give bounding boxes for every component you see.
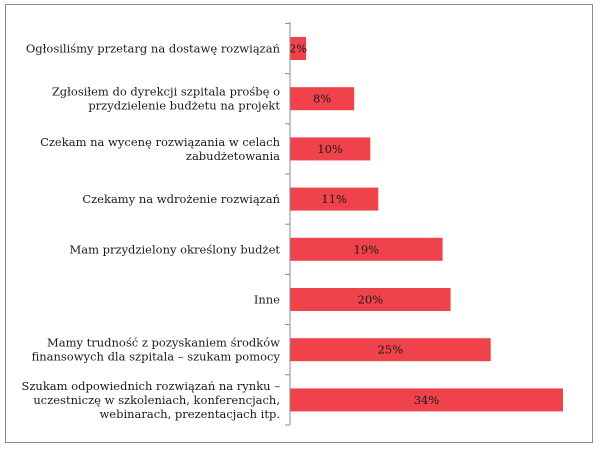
category-label-line: Mamy trudność z pozyskaniem środków — [47, 336, 280, 350]
bar — [290, 87, 355, 111]
data-label: 10% — [317, 142, 343, 156]
bar — [290, 187, 379, 211]
category-label: Inne — [254, 293, 280, 307]
bar — [290, 388, 563, 412]
data-label: 2% — [289, 42, 307, 56]
category-label-line: uczestniczę w szkoleniach, konferencjach… — [33, 393, 280, 407]
data-label: 25% — [378, 343, 404, 357]
bar — [290, 237, 443, 261]
data-label: 20% — [358, 293, 384, 307]
bar — [290, 288, 451, 311]
category-label-line: Inne — [254, 293, 280, 307]
data-label: 34% — [414, 393, 440, 407]
chart-frame — [5, 4, 593, 443]
category-label-line: Mam przydzielony określony budżet — [69, 242, 280, 256]
category-label-line: finansowych dla szpitala – szukam pomocy — [32, 350, 281, 364]
data-label: 11% — [321, 192, 347, 206]
bar — [290, 137, 371, 161]
bar — [290, 338, 491, 362]
category-label: Szukam odpowiednich rozwiązań na rynku –… — [21, 379, 280, 421]
category-label-line: Szukam odpowiednich rozwiązań na rynku – — [21, 379, 280, 393]
category-label-line: Ogłosiliśmy przetarg na dostawę rozwiąza… — [26, 42, 281, 56]
category-label-line: webinarach, prezentacjach itp. — [99, 407, 280, 421]
category-label-line: Czekamy na wdrożenie rozwiązań — [82, 192, 280, 206]
data-label: 19% — [354, 242, 380, 256]
category-label-line: Czekam na wycenę rozwiązania w celach — [40, 135, 281, 149]
category-label: Mam przydzielony określony budżet — [69, 242, 280, 256]
bar — [290, 37, 307, 60]
category-label: Ogłosiliśmy przetarg na dostawę rozwiąza… — [26, 42, 281, 56]
category-label: Czekam na wycenę rozwiązania w celach zab… — [40, 135, 281, 163]
category-label-line: Zgłosiłem do dyrekcji szpitala prośbę o — [52, 85, 280, 99]
category-label: Czekamy na wdrożenie rozwiązań — [82, 192, 280, 206]
data-label: 8% — [313, 92, 331, 106]
category-label-line: przydzielenie budżetu na projekt — [88, 99, 280, 113]
category-label-line: zabudżetowania — [186, 149, 280, 163]
category-label: Mamy trudność z pozyskaniem środków finan… — [32, 336, 281, 364]
